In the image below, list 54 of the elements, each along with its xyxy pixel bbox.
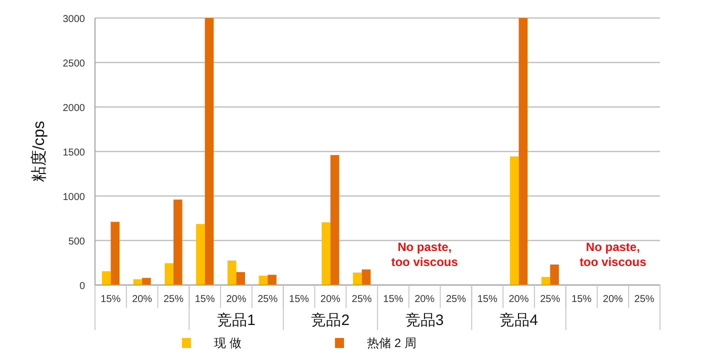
x-tick-label: 15%: [383, 294, 404, 305]
y-axis-title: 粘度/cps: [30, 120, 48, 182]
x-tick-label: 20%: [226, 294, 246, 305]
bar: [133, 279, 142, 285]
bar: [330, 155, 340, 285]
x-tick-label: 15%: [477, 294, 498, 305]
y-tick-label: 2500: [62, 58, 86, 70]
legend-label: 热储 2 周: [367, 336, 416, 350]
x-tick-label: 25%: [258, 294, 278, 305]
bar: [268, 274, 276, 285]
x-tick-label: 20%: [132, 294, 152, 305]
bar: [510, 156, 519, 285]
bar: [362, 269, 371, 285]
x-tick-label: 20%: [602, 294, 624, 305]
x-tick-label: 20%: [320, 294, 341, 305]
x-tick-label: 25%: [540, 294, 560, 305]
x-tick-label: 15%: [289, 294, 310, 305]
y-tick-label: 0: [79, 281, 86, 292]
y-tick-label: 500: [68, 236, 86, 248]
bar: [164, 263, 174, 285]
y-tick-label: 2000: [62, 103, 86, 114]
bar: [518, 18, 528, 285]
y-tick-label: 3000: [62, 14, 86, 25]
bar: [227, 260, 236, 285]
bar: [322, 222, 330, 285]
bar: [258, 276, 268, 285]
x-tick-label: 25%: [634, 294, 654, 305]
y-tick-label: 1000: [62, 192, 86, 203]
bar: [173, 200, 182, 285]
legend-label: 现 做: [214, 336, 242, 350]
bar: [236, 272, 246, 285]
x-tick-label: 15%: [572, 294, 592, 305]
x-tick-label: 20%: [508, 294, 529, 305]
x-tick-label: 15%: [100, 294, 121, 305]
bar: [550, 264, 559, 285]
text: 竞品3: [405, 312, 444, 329]
bar: [142, 278, 151, 285]
x-tick-label: 25%: [163, 294, 184, 305]
x-tick-label: 15%: [194, 294, 215, 305]
text: 竞品2: [311, 312, 350, 329]
annotation: No paste, too viscous: [580, 240, 647, 269]
bar: [110, 222, 120, 285]
bar: [196, 224, 205, 285]
x-tick-label: 25%: [446, 294, 466, 305]
bar: [204, 18, 214, 285]
bar: [541, 276, 550, 285]
annotation: No paste, too viscous: [391, 240, 458, 269]
bar: [353, 272, 362, 285]
y-tick-label: 1500: [62, 148, 86, 158]
x-tick-label: 25%: [352, 294, 372, 305]
x-tick-label: 20%: [414, 294, 435, 305]
text: 竞品1: [217, 312, 256, 329]
text: 竞品4: [500, 312, 538, 329]
bar: [102, 271, 111, 285]
